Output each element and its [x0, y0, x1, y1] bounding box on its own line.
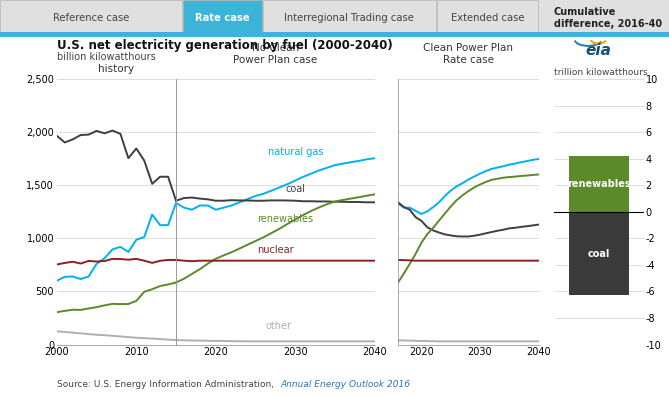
Text: trillion kilowatthours: trillion kilowatthours — [554, 68, 648, 76]
Text: Source: U.S. Energy Information Administration,: Source: U.S. Energy Information Administ… — [57, 380, 277, 389]
Text: Cumulative
difference, 2016-40: Cumulative difference, 2016-40 — [554, 7, 662, 29]
Bar — [437, 0, 538, 35]
Text: Interregional Trading case: Interregional Trading case — [284, 13, 414, 23]
Bar — [569, 212, 629, 295]
Text: Rate case: Rate case — [195, 13, 250, 23]
Text: renewables: renewables — [257, 215, 313, 225]
Text: No Clean
Power Plan case: No Clean Power Plan case — [233, 43, 318, 65]
Bar — [183, 0, 262, 35]
Text: coal: coal — [286, 184, 306, 194]
Text: Reference case: Reference case — [53, 13, 129, 23]
Text: nuclear: nuclear — [257, 245, 294, 255]
Bar — [0, 32, 669, 37]
Bar — [569, 156, 629, 212]
Bar — [263, 0, 436, 35]
Text: billion kilowatthours: billion kilowatthours — [57, 52, 156, 62]
Text: coal: coal — [588, 249, 610, 259]
Text: Clean Power Plan
Rate case: Clean Power Plan Rate case — [423, 43, 513, 65]
Text: U.S. net electricity generation by fuel (2000-2040): U.S. net electricity generation by fuel … — [57, 40, 393, 53]
Text: other: other — [265, 321, 291, 331]
Text: eia: eia — [585, 43, 611, 58]
Bar — [0, 0, 182, 35]
Text: renewables: renewables — [567, 179, 631, 189]
Text: natural gas: natural gas — [268, 147, 324, 157]
Text: Annual Energy Outlook 2016: Annual Energy Outlook 2016 — [281, 380, 411, 389]
Text: history: history — [98, 64, 134, 74]
Text: Extended case: Extended case — [451, 13, 524, 23]
